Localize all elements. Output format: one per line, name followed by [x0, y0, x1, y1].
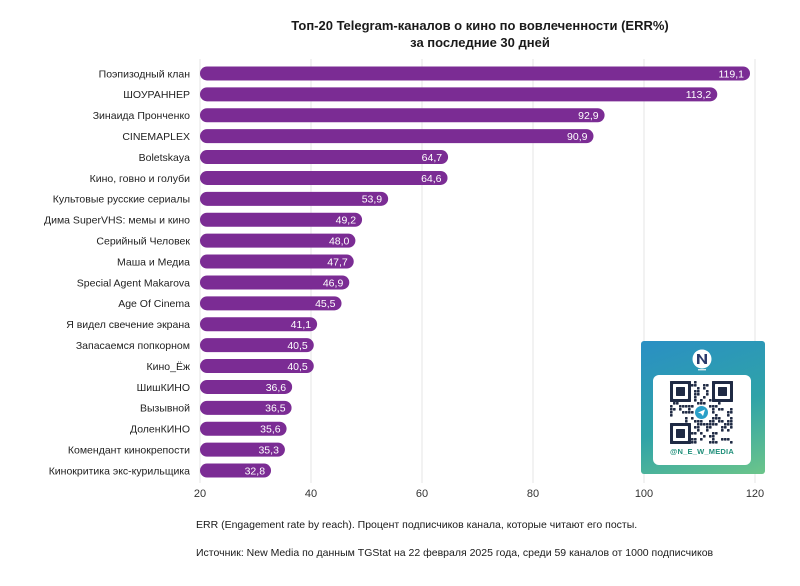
bar [200, 463, 272, 478]
category-label: Маша и Медиа [117, 256, 190, 268]
bar [200, 108, 605, 123]
data-label: 47,7 [327, 256, 348, 268]
bar [200, 400, 292, 415]
qr-code-icon [670, 381, 733, 444]
category-label: Я видел свечение экрана [66, 319, 190, 331]
category-label: Special Agent Makarova [77, 277, 190, 289]
data-label: 36,5 [265, 403, 286, 415]
bar [200, 275, 350, 290]
x-tick-label: 40 [305, 488, 317, 500]
data-label: 48,0 [329, 235, 350, 247]
category-label: Кино_Ёж [147, 361, 191, 373]
bar [200, 150, 449, 165]
data-label: 64,7 [422, 152, 443, 164]
data-label: 90,9 [567, 131, 588, 143]
bar [200, 170, 448, 185]
qr-code-frame: @N_E_W_MEDIA [653, 375, 751, 465]
data-label: 40,5 [287, 340, 308, 352]
err-definition-note: ERR (Engagement rate by reach). Процент … [196, 519, 638, 531]
data-label: 41,1 [291, 319, 312, 331]
category-label: Age Of Cinema [118, 298, 190, 310]
data-label: 64,6 [421, 173, 442, 185]
category-label: Кинокритика экс-курильщика [49, 465, 190, 477]
bar [200, 359, 314, 374]
data-label: 49,2 [336, 215, 357, 227]
x-tick-label: 60 [416, 488, 428, 500]
data-label: 92,9 [578, 110, 599, 122]
x-tick-label: 20 [194, 488, 206, 500]
chart-title-line-1: Топ-20 Telegram-каналов о кино по вовлеч… [291, 18, 669, 33]
bar [200, 338, 314, 353]
bar [200, 296, 342, 311]
category-label: Культовые русские сериалы [53, 194, 190, 206]
bar [200, 317, 318, 332]
category-label: Boletskaya [139, 152, 191, 164]
category-label: CINEMAPLEX [122, 131, 190, 143]
bar [200, 442, 285, 457]
new-media-logo-icon [692, 349, 712, 371]
category-label: ДоленКИНО [130, 424, 190, 436]
category-label: Вызывной [140, 403, 190, 415]
chart-title-line-2: за последние 30 дней [410, 35, 550, 50]
bar [200, 233, 356, 248]
promo-handle: @N_E_W_MEDIA [670, 447, 734, 456]
bar [200, 254, 354, 269]
category-label: ШОУРАННЕР [123, 89, 190, 101]
source-note: Источник: New Media по данным TGStat на … [196, 547, 714, 559]
category-label: Серийный Человек [96, 235, 190, 247]
x-tick-label: 80 [527, 488, 539, 500]
bar [200, 379, 293, 394]
category-label: ШишКИНО [137, 382, 190, 394]
category-label: Кино, говно и голуби [90, 173, 191, 185]
x-tick-label: 120 [746, 488, 764, 500]
bar-chart: 20 40 60 80 100 120 Поэпизодный клан 119,1 ШОУРА… [44, 59, 764, 500]
category-label: Зинаида Пронченко [93, 110, 190, 122]
bar [200, 191, 389, 206]
category-label: Поэпизодный клан [99, 68, 191, 80]
bar [200, 212, 363, 227]
bar [200, 66, 751, 81]
bar [200, 87, 718, 102]
x-tick-label: 100 [635, 488, 653, 500]
category-label: Дима SuperVHS: мемы и кино [44, 215, 190, 227]
data-label: 40,5 [287, 361, 308, 373]
data-label: 119,1 [719, 68, 745, 80]
category-label: Запасаемся попкорном [76, 340, 190, 352]
data-label: 35,3 [258, 444, 279, 456]
data-label: 46,9 [323, 277, 344, 289]
promo-card[interactable]: @N_E_W_MEDIA [641, 341, 765, 474]
data-label: 36,6 [266, 382, 287, 394]
data-label: 113,2 [686, 89, 712, 101]
data-label: 35,6 [260, 424, 281, 436]
data-label: 45,5 [315, 298, 336, 310]
bar [200, 421, 287, 436]
chart-title: Топ-20 Telegram-каналов о кино по вовлеч… [200, 17, 760, 51]
data-label: 32,8 [245, 465, 266, 477]
category-label: Комендант кинокрепости [68, 444, 190, 456]
bar [200, 129, 594, 144]
data-label: 53,9 [362, 194, 383, 206]
